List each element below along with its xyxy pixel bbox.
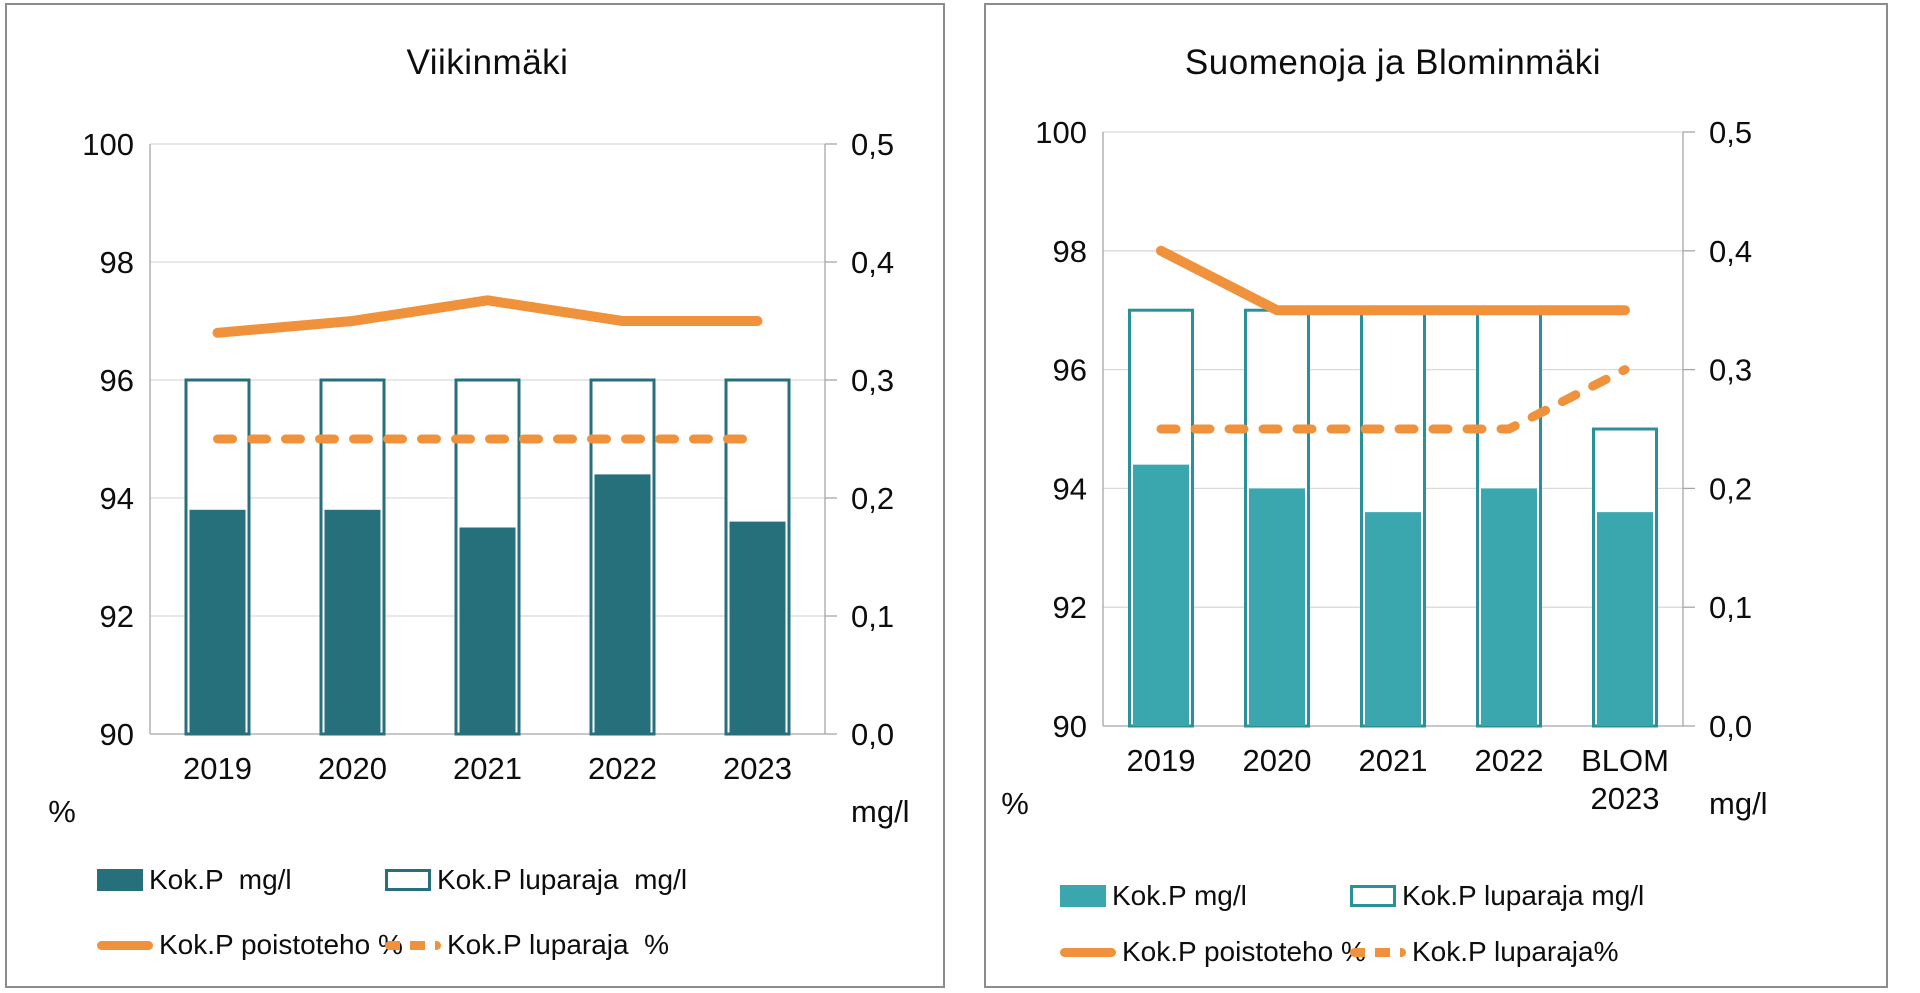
right-axis-tick-label: 0,1 [851, 599, 894, 634]
right-axis-tick-label: 0,0 [1709, 709, 1752, 744]
right-axis-tick-label: 0,0 [851, 717, 894, 752]
left-axis-unit-label: % [48, 794, 76, 829]
left-axis-tick-label: 94 [1053, 471, 1087, 506]
right-axis-tick-label: 0,2 [1709, 471, 1752, 506]
right-axis-unit-label: mg/l [1709, 786, 1768, 821]
left-axis-tick-label: 94 [100, 481, 134, 516]
x-axis-label: BLOM 2023 [1581, 743, 1669, 816]
viikinmaki-chart-canvas: 100 0,5 98 0,4 96 0,3 94 0,2 92 0,1 90 0,0 2019 2020 2… [48, 127, 910, 829]
legend-swatch-dashed-line [385, 940, 441, 950]
x-axis-label: 2020 [1243, 743, 1312, 778]
left-axis-tick-label: 100 [1035, 115, 1087, 150]
x-axis-label: 2021 [453, 751, 522, 786]
legend-label: Kok.P mg/l [1112, 880, 1247, 911]
left-axis-tick-label: 98 [100, 245, 134, 280]
right-axis-tick-label: 0,4 [851, 245, 894, 280]
legend-swatch-filled-bar [97, 869, 143, 891]
bar-kokp-2022 [1481, 488, 1537, 726]
legend-swatch-outline-bar [1350, 885, 1396, 907]
left-axis-tick-label: 96 [1053, 353, 1087, 388]
chart-panel-suomenoja-blominmaki: Suomenoja ja Blominmäki 100 0,5 98 0,4 96 0,3… [984, 3, 1888, 988]
right-axis-tick-label: 0,5 [1709, 115, 1752, 150]
bar-kokp-2019 [189, 509, 246, 734]
chart-title-suomenoja: Suomenoja ja Blominmäki [1184, 43, 1602, 82]
left-axis-tick-label: 98 [1053, 234, 1087, 269]
left-axis-tick-label: 100 [82, 127, 134, 162]
right-axis-tick-label: 0,5 [851, 127, 894, 162]
line-luparaja-pct [1156, 365, 1630, 434]
legend-label: Kok.P luparaja mg/l [437, 864, 688, 895]
x-axis-label: 2022 [588, 751, 657, 786]
right-axis-tick-label: 0,3 [1709, 353, 1752, 388]
legend-item-kokp-luparaja-pct: Kok.P luparaja% [1350, 936, 1619, 967]
legend-label: Kok.P poistoteho % [1122, 936, 1366, 967]
legend-item-kokp-luparaja-mgl: Kok.P luparaja mg/l [1350, 880, 1645, 911]
bar-kokp-2020 [324, 509, 381, 734]
legend-swatch-filled-bar [1060, 885, 1106, 907]
chart-title-viikinmaki: Viikinmäki [406, 43, 569, 82]
bar-kokp-BLOM-2023 [1597, 512, 1653, 726]
legend-label: Kok.P poistoteho % [159, 929, 403, 960]
legend-swatch-dashed-line [1350, 947, 1406, 957]
line-poistoteho-pct [1156, 245, 1630, 316]
legend-item-kokp-mgl: Kok.P mg/l [1060, 880, 1247, 911]
legend-label: Kok.P mg/l [149, 864, 292, 895]
legend-swatch-solid-line [1060, 947, 1116, 957]
legend-item-kokp-poistoteho: Kok.P poistoteho % [97, 929, 403, 960]
left-axis-tick-label: 96 [100, 363, 134, 398]
x-axis-label: 2019 [1127, 743, 1196, 778]
bar-kokp-2022 [594, 474, 651, 734]
chart-panel-viikinmaki: Viikinmäki 100 0,5 98 0,4 96 0,3 94 0,2 92 0,1 90 0… [5, 3, 945, 988]
left-axis-tick-label: 90 [1053, 709, 1087, 744]
left-axis-tick-label: 90 [100, 717, 134, 752]
bar-kokp-2023 [729, 521, 786, 734]
legend-item-kokp-mgl: Kok.P mg/l [97, 864, 292, 895]
legend-item-kokp-luparaja-pct: Kok.P luparaja % [385, 929, 670, 960]
legend-swatch-solid-line [97, 940, 153, 950]
line-poistoteho-pct [212, 295, 763, 338]
left-axis-tick-label: 92 [100, 599, 134, 634]
x-axis-label: 2020 [318, 751, 387, 786]
right-axis-tick-label: 0,3 [851, 363, 894, 398]
x-axis-label: 2022 [1475, 743, 1544, 778]
left-axis-unit-label: % [1001, 786, 1029, 821]
bar-kokp-2019 [1133, 464, 1189, 726]
right-axis-tick-label: 0,2 [851, 481, 894, 516]
legend-label: Kok.P luparaja mg/l [1402, 880, 1645, 911]
right-axis-tick-label: 0,4 [1709, 234, 1752, 269]
legend-label: Kok.P luparaja% [1412, 936, 1619, 967]
legend-swatch-outline-bar [385, 869, 431, 891]
right-axis-tick-label: 0,1 [1709, 590, 1752, 625]
legend-item-kokp-poistoteho: Kok.P poistoteho % [1060, 936, 1366, 967]
suomenoja-chart-canvas: 100 0,5 98 0,4 96 0,3 94 0,2 92 0,1 90 0,0 2019 2020 2… [1001, 115, 1768, 821]
legend-label: Kok.P luparaja % [447, 929, 670, 960]
legend-item-kokp-luparaja-mgl: Kok.P luparaja mg/l [385, 864, 688, 895]
x-axis-label: 2021 [1359, 743, 1428, 778]
bar-kokp-2020 [1249, 488, 1305, 726]
right-axis-unit-label: mg/l [851, 794, 910, 829]
x-axis-label: 2019 [183, 751, 252, 786]
left-axis-tick-label: 92 [1053, 590, 1087, 625]
bar-kokp-2021 [459, 527, 516, 734]
bar-kokp-2021 [1365, 512, 1421, 726]
x-axis-label: 2023 [723, 751, 792, 786]
